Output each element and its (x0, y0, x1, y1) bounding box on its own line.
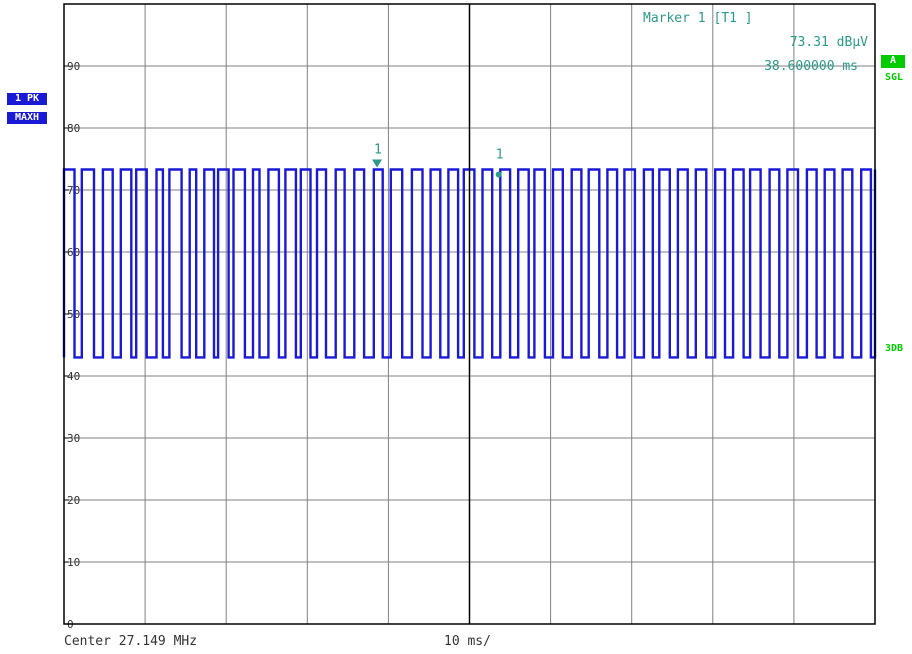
marker-label: 1 (374, 142, 382, 157)
marker-1-dot (495, 171, 502, 178)
y-tick-label: 80 (67, 122, 80, 135)
trace-detector-tag: 1 PK (7, 93, 47, 105)
trace-line (62, 168, 877, 359)
marker-info-time: 38.600000 ms (764, 59, 858, 74)
y-tick-label: 20 (67, 494, 80, 507)
sweep-time-per-div: 10 ms/ (444, 634, 491, 649)
display-line-tag: 3DB (884, 343, 904, 354)
trace (62, 168, 877, 359)
marker-info-level: 73.31 dBµV (790, 35, 868, 50)
center-frequency: Center 27.149 MHz (64, 634, 197, 649)
y-tick-label: 10 (67, 556, 80, 569)
trace-mode-tag: MAXH (7, 112, 47, 124)
y-tick-label: 40 (67, 370, 80, 383)
y-tick-label: 90 (67, 60, 80, 73)
sweep-mode-tag: SGL (884, 72, 904, 83)
y-tick-label: 30 (67, 432, 80, 445)
trace-id-tag: A (881, 55, 905, 68)
marker-info-title: Marker 1 [T1 ] (643, 11, 753, 26)
marker-1-triangle (372, 159, 383, 168)
marker-label: 1 (496, 148, 504, 163)
